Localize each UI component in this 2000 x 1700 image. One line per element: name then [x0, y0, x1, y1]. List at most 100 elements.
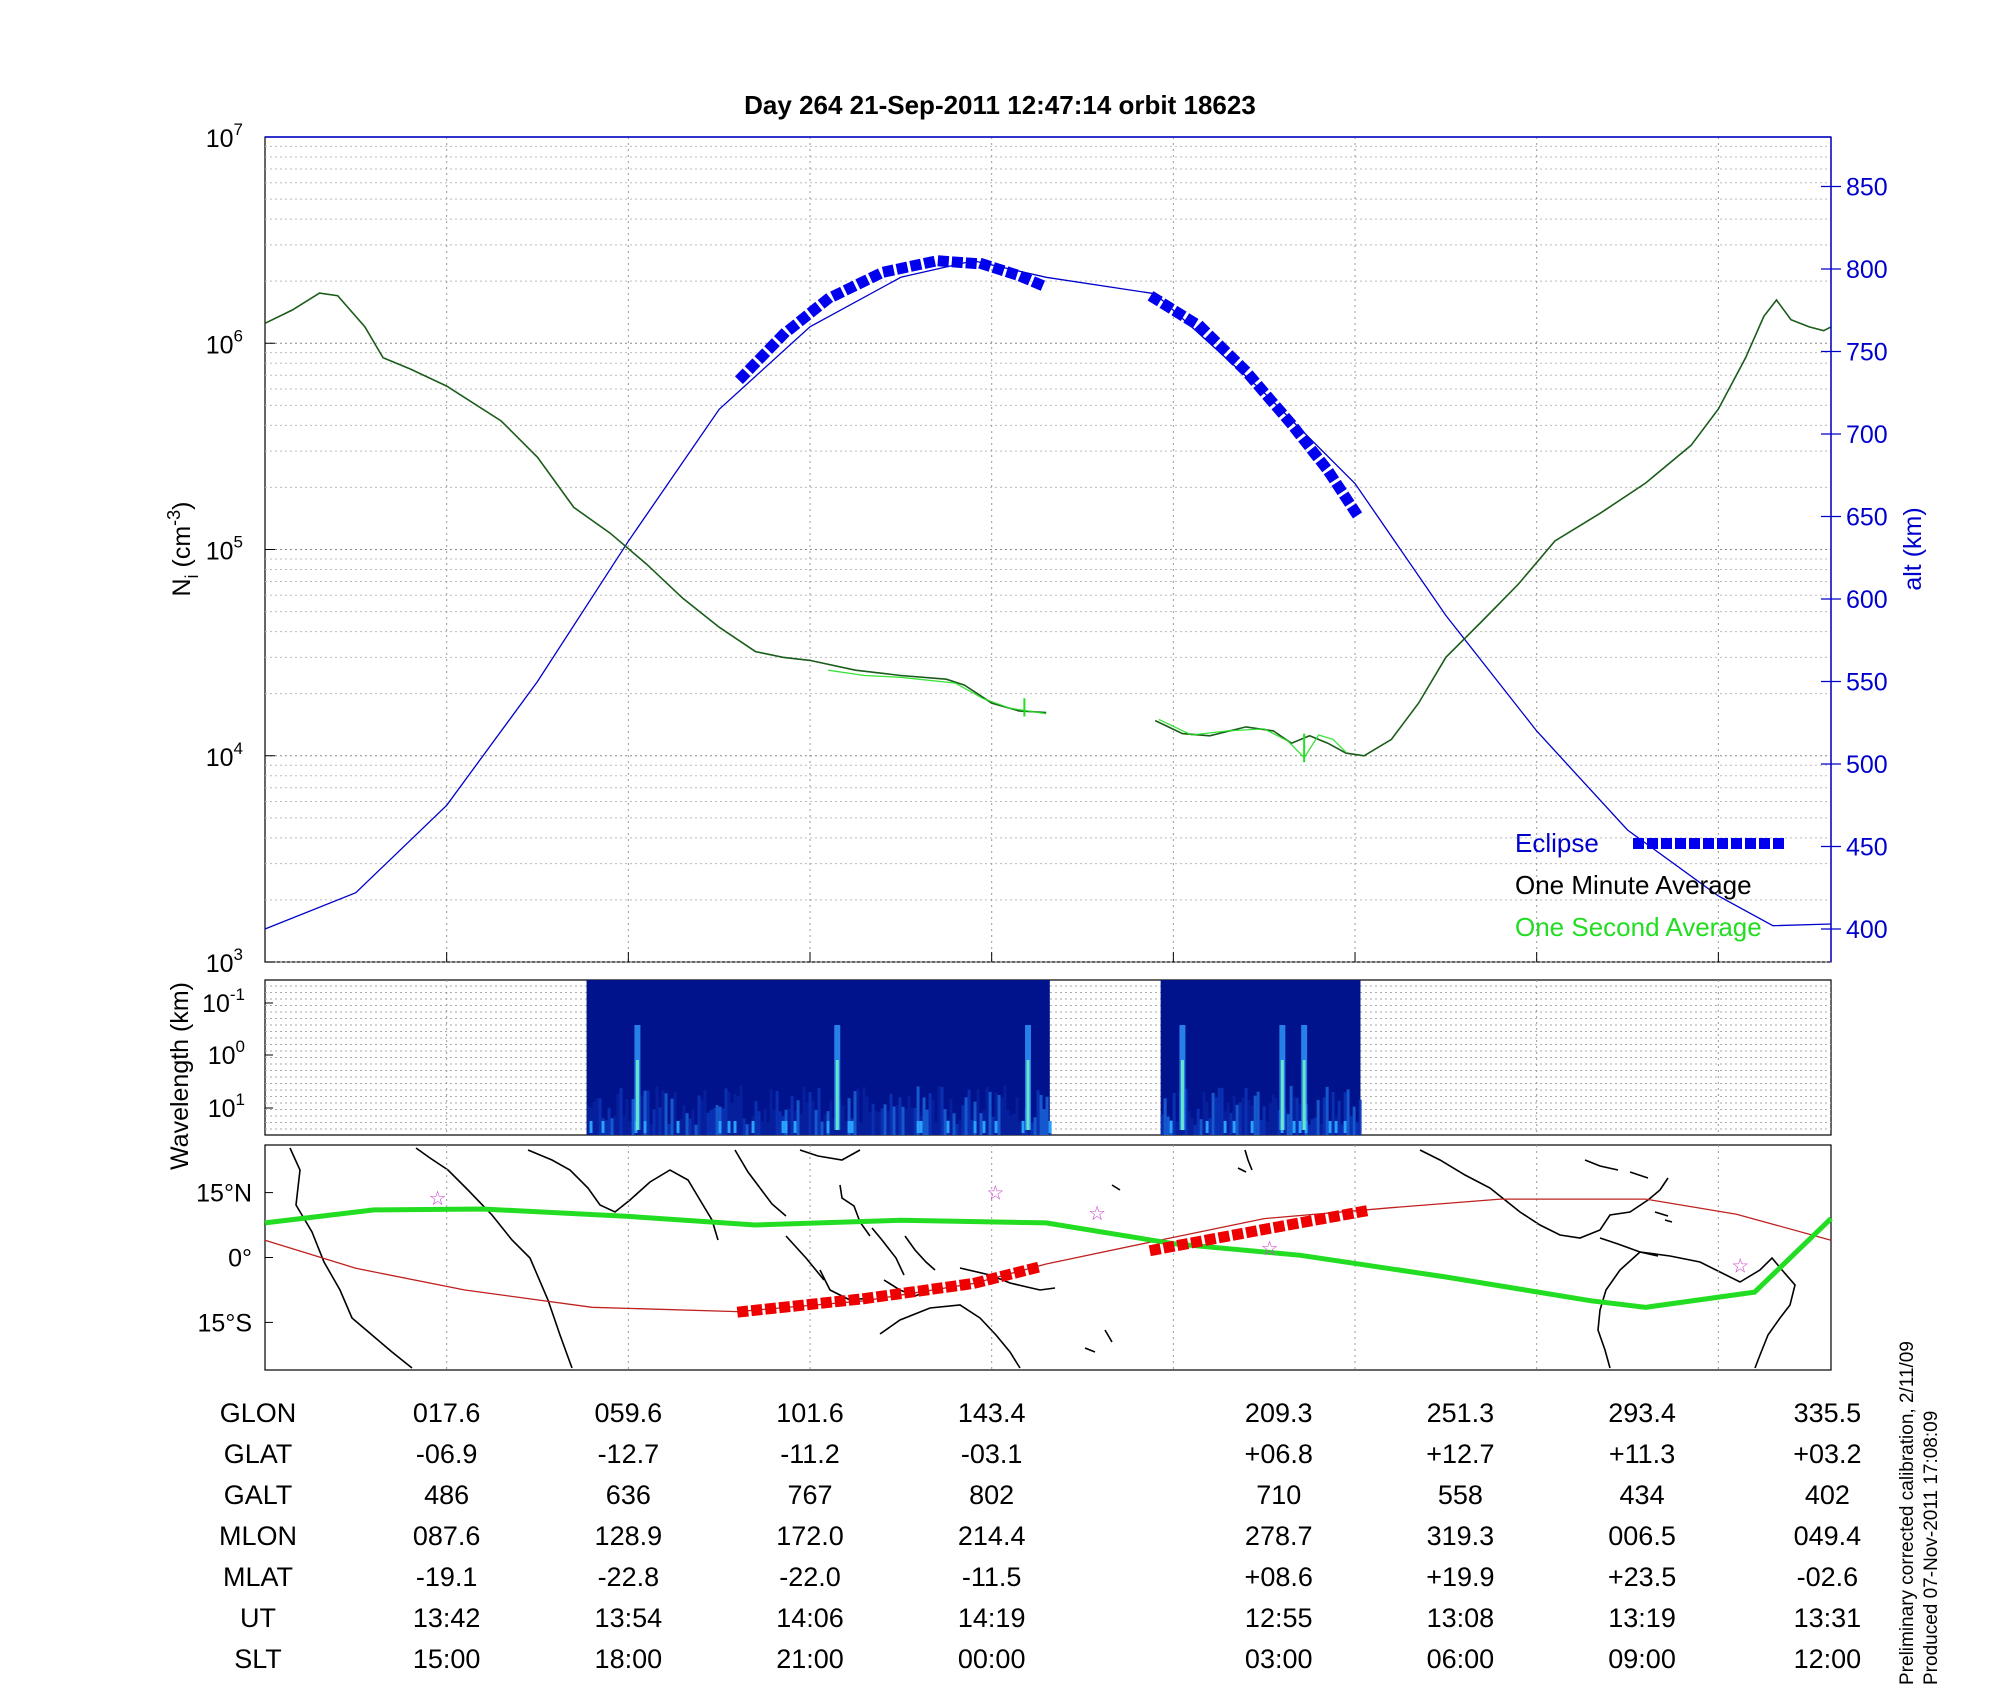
one-minute-average-line: [264, 292, 1047, 714]
orbit-eclipse-marker: [1313, 1212, 1327, 1226]
table-cell: 319.3: [1427, 1521, 1495, 1551]
spectrogram-streak: [697, 1095, 701, 1135]
spectrogram-streak: [595, 1098, 599, 1135]
eclipse-marker: [1331, 479, 1347, 496]
table-cell: 209.3: [1245, 1398, 1313, 1428]
spectrogram-streak: [1349, 1115, 1353, 1135]
spectrogram-streak: [685, 1113, 689, 1135]
spectrogram-streak: [616, 1094, 620, 1135]
eclipse-marker: [1183, 313, 1199, 329]
spectrogram-streak: [664, 1093, 668, 1135]
spectrogram-streak: [982, 1121, 986, 1133]
spectrogram-streak: [1286, 1114, 1290, 1135]
spectrogram-streak: [973, 1121, 977, 1133]
spectrogram-streak: [1208, 1118, 1212, 1135]
spectrogram-streak: [988, 1091, 992, 1135]
spectrogram-y-tick-label: 101: [208, 1090, 245, 1123]
spectrogram-streak: [901, 1106, 905, 1135]
spectrogram-streak: [598, 1098, 602, 1135]
spectrogram-streak: [916, 1121, 920, 1133]
spectrogram-streak: [727, 1121, 731, 1133]
table-row-label: GLAT: [224, 1439, 293, 1469]
spectrogram-streak: [1265, 1121, 1269, 1135]
eclipse-marker: [1306, 445, 1323, 462]
spectrogram-streak: [1018, 1121, 1022, 1135]
spectrogram-streak: [775, 1090, 779, 1135]
spectrogram-streak: [829, 1100, 833, 1135]
table-row-label: UT: [240, 1603, 276, 1633]
table-row-label: MLAT: [223, 1562, 293, 1592]
orbit-eclipse-marker: [999, 1268, 1013, 1282]
spectrogram-streak: [817, 1088, 821, 1135]
altitude-tick-label: 650: [1846, 504, 1888, 532]
legend-eclipse-square: [1731, 838, 1742, 849]
spectrogram-streak: [610, 1118, 614, 1135]
spectrogram-streak: [769, 1088, 773, 1135]
eclipse-marker: [965, 257, 978, 270]
eclipse-marker: [1204, 330, 1221, 347]
eclipse-marker: [1147, 291, 1163, 307]
spectrogram-bright-column: [1026, 1060, 1030, 1130]
table-cell: -22.8: [598, 1562, 660, 1592]
eclipse-marker: [937, 255, 950, 268]
orbit-eclipse-marker: [1217, 1230, 1231, 1244]
table-cell: -03.1: [961, 1439, 1023, 1469]
spectrogram-streak: [1298, 1121, 1302, 1133]
legend-eclipse-square: [1633, 838, 1644, 849]
eclipse-marker: [881, 264, 895, 278]
table-row-label: SLT: [234, 1644, 282, 1674]
orbit-eclipse-marker: [1012, 1265, 1027, 1279]
spectrogram-streak: [790, 1096, 794, 1135]
spectrogram-streak: [871, 1103, 875, 1135]
spectrogram-streak: [1214, 1097, 1218, 1135]
spectrogram-streak: [625, 1098, 629, 1135]
spectrogram-streak: [655, 1086, 659, 1135]
spectrogram-streak: [940, 1087, 944, 1135]
legend-eclipse-square: [1675, 838, 1686, 849]
spectrogram-streak: [946, 1121, 950, 1133]
legend-eclipse-square: [1689, 838, 1700, 849]
table-cell: 18:00: [595, 1644, 663, 1674]
altitude-tick-label: 700: [1846, 421, 1888, 449]
ephemeris-table: GLON GLAT GALT MLON MLAT UT SLT 017.6 -06.9 486 08…: [219, 1398, 1862, 1674]
spectrogram-streak: [1316, 1099, 1320, 1135]
spectrogram-streak: [787, 1108, 791, 1135]
table-cell: 710: [1256, 1480, 1301, 1510]
orbit-eclipse-marker: [1258, 1222, 1272, 1236]
altitude-tick-label: 800: [1846, 256, 1888, 284]
spectrogram-streak: [1247, 1100, 1251, 1135]
spectrogram-streak: [811, 1100, 815, 1135]
table-row-label: MLON: [219, 1521, 297, 1551]
spectrogram-streak: [814, 1109, 818, 1135]
spectrogram-streak: [862, 1087, 866, 1135]
spectrogram-streak: [1036, 1090, 1040, 1135]
spectrogram-streak: [694, 1124, 698, 1135]
table-cell: -06.9: [416, 1439, 478, 1469]
spectrogram-streak: [1009, 1115, 1013, 1135]
spectrogram-panel: 10-1 100 101 Wavelength (km): [166, 979, 1832, 1170]
spectrogram-streak: [1310, 1119, 1314, 1135]
spectrogram-streak: [943, 1109, 947, 1135]
table-cell: 486: [424, 1480, 469, 1510]
spectrogram-streak: [847, 1098, 851, 1135]
spectrogram-streak: [1211, 1092, 1215, 1135]
density-curves: [264, 255, 1832, 930]
spectrogram-streak: [712, 1108, 716, 1135]
spectrogram-streak: [1187, 1110, 1191, 1135]
legend-eclipse-square: [1647, 838, 1658, 849]
spectrogram-streak: [928, 1093, 932, 1135]
table-cell: 13:19: [1608, 1603, 1676, 1633]
spectrogram-streak: [916, 1086, 920, 1135]
spectrogram-streak: [643, 1090, 647, 1135]
spectrogram-streak: [1223, 1121, 1227, 1133]
table-cell: 278.7: [1245, 1521, 1313, 1551]
table-cell: 335.5: [1794, 1398, 1862, 1428]
spectrogram-streak: [1313, 1117, 1317, 1135]
table-cell: 101.6: [776, 1398, 844, 1428]
spectrogram-streak: [889, 1093, 893, 1135]
table-cell: 13:54: [595, 1603, 663, 1633]
altitude-tick-label: 850: [1846, 174, 1888, 202]
spectrogram-streak: [880, 1108, 884, 1135]
orbit-eclipse-marker: [1272, 1220, 1286, 1234]
spectrogram-streak: [1256, 1091, 1260, 1135]
